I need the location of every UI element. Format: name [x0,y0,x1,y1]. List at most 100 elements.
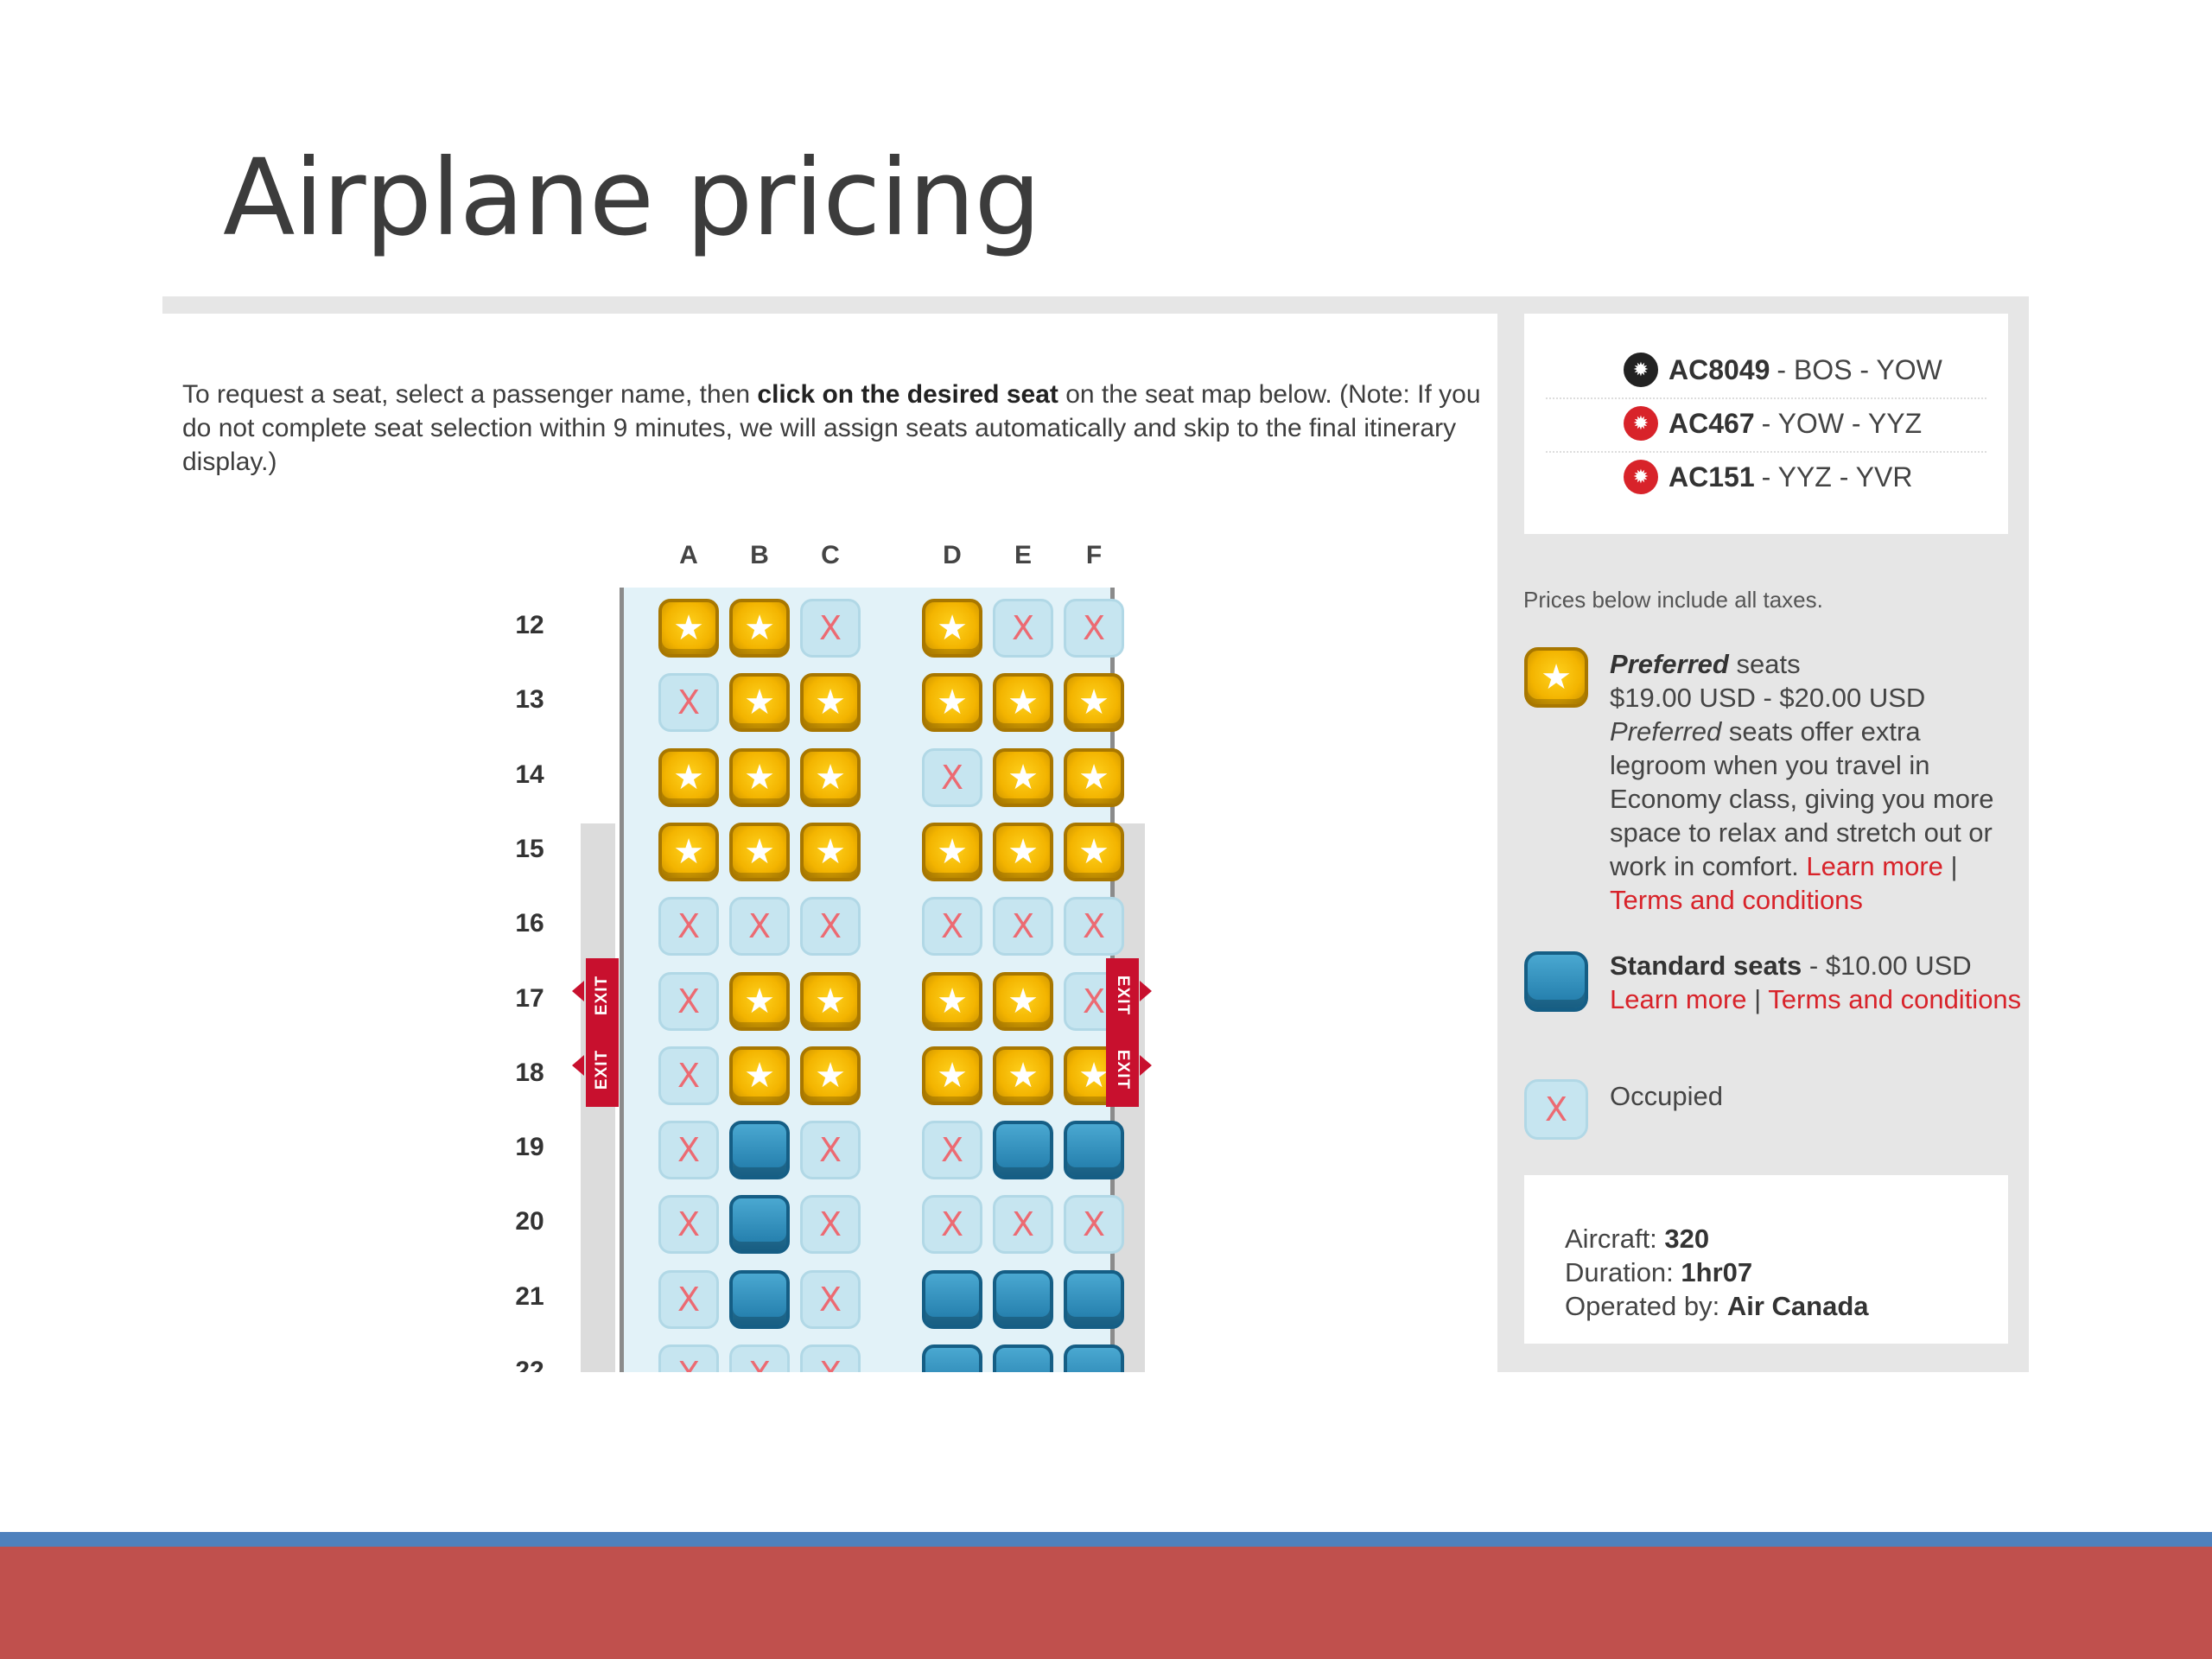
seat-22f-standard[interactable] [1064,1344,1124,1372]
slide-title: Airplane pricing [223,137,1041,259]
exit-label: EXIT [1114,975,1133,1016]
seat-13d-preferred[interactable] [922,673,982,732]
seat-19e-standard[interactable] [993,1121,1053,1179]
row-number: 21 [515,1282,544,1311]
exit-sign-right-17: EXIT [1106,958,1139,1033]
seat-17b-preferred[interactable] [729,972,790,1031]
standard-terms-link[interactable]: Terms and conditions [1768,984,2022,1014]
instructions-bold: click on the desired seat [757,380,1058,409]
seat-22b-occupied [729,1344,790,1372]
seat-13e-preferred[interactable] [993,673,1053,732]
seat-selection-screenshot: To request a seat, select a passenger na… [162,296,2029,1372]
seat-14c-preferred[interactable] [800,748,861,807]
duration-value: 1hr07 [1681,1257,1753,1287]
flight-route: - BOS - YOW [1777,353,1942,385]
seat-column-headers: A B C D E F [162,541,1497,575]
column-letter-d: D [943,541,962,569]
seat-22d-standard[interactable] [922,1344,982,1372]
seat-14f-preferred[interactable] [1064,748,1124,807]
flight-segment-ac8049[interactable]: ✹ AC8049 - BOS - YOW [1624,348,1942,391]
exit-arrow-left-18 [572,1055,584,1076]
seat-14d-occupied [922,748,982,807]
preferred-seat-legend-icon [1524,647,1588,708]
maple-leaf-icon: ✹ [1624,406,1658,441]
seat-12b-preferred[interactable] [729,599,790,658]
seat-15d-preferred[interactable] [922,823,982,881]
preferred-learn-more-link[interactable]: Learn more [1806,851,1943,881]
seat-19c-occupied [800,1121,861,1179]
row-number: 13 [515,685,544,714]
maple-leaf-icon: ✹ [1624,353,1658,387]
instructions-part2: on the seat map below. (Note: If you do … [182,380,1481,476]
seat-22e-standard[interactable] [993,1344,1053,1372]
seat-instructions: To request a seat, select a passenger na… [182,378,1496,479]
seat-16c-occupied [800,897,861,956]
row-number: 15 [515,835,544,863]
seat-12d-preferred[interactable] [922,599,982,658]
seat-15a-preferred[interactable] [658,823,719,881]
preferred-description: seats offer extra legroom when you trave… [1610,716,1994,881]
seat-22c-occupied [800,1344,861,1372]
flight-route: - YYZ - YVR [1761,461,1913,493]
seat-18d-preferred[interactable] [922,1046,982,1105]
preferred-terms-link[interactable]: Terms and conditions [1610,885,1863,915]
column-letter-e: E [1014,541,1032,569]
flight-segment-ac151[interactable]: ✹ AC151 - YYZ - YVR [1624,455,1912,499]
flight-divider [1546,451,1986,453]
seat-14b-preferred[interactable] [729,748,790,807]
seat-12c-occupied [800,599,861,658]
duration-line: Duration: 1hr07 [1565,1257,1752,1288]
exit-sign-right-18: EXIT [1106,1033,1139,1107]
seat-20f-occupied [1064,1195,1124,1254]
seat-19a-occupied [658,1121,719,1179]
seat-17e-preferred[interactable] [993,972,1053,1031]
flight-segment-ac467[interactable]: ✹ AC467 - YOW - YYZ [1624,402,1922,445]
exit-label: EXIT [593,1049,612,1090]
row-number: 14 [515,760,544,789]
seat-18e-preferred[interactable] [993,1046,1053,1105]
seat-17c-preferred[interactable] [800,972,861,1031]
seat-18c-preferred[interactable] [800,1046,861,1105]
seat-16d-occupied [922,897,982,956]
seat-17d-preferred[interactable] [922,972,982,1031]
seat-19b-standard[interactable] [729,1121,790,1179]
seat-13b-preferred[interactable] [729,673,790,732]
seat-15c-preferred[interactable] [800,823,861,881]
seat-16e-occupied [993,897,1053,956]
exit-sign-left-17: EXIT [586,958,619,1033]
duration-label: Duration: [1565,1257,1681,1287]
seat-21b-standard[interactable] [729,1270,790,1329]
exit-label: EXIT [593,975,612,1016]
seat-15b-preferred[interactable] [729,823,790,881]
flight-code: AC151 [1669,461,1755,493]
preferred-price: $19.00 USD - $20.00 USD [1610,683,1926,713]
seat-13f-preferred[interactable] [1064,673,1124,732]
seat-20e-occupied [993,1195,1053,1254]
exit-sign-left-18: EXIT [586,1033,619,1107]
seat-16a-occupied [658,897,719,956]
standard-learn-more-link[interactable]: Learn more [1610,984,1747,1014]
standard-title: Standard seats [1610,950,1802,981]
seat-21f-standard[interactable] [1064,1270,1124,1329]
instructions-part1: To request a seat, select a passenger na… [182,380,758,409]
seat-20b-standard[interactable] [729,1195,790,1254]
seat-19f-standard[interactable] [1064,1121,1124,1179]
seat-15e-preferred[interactable] [993,823,1053,881]
aircraft-label: Aircraft: [1565,1224,1665,1254]
column-letter-c: C [821,541,840,569]
seat-14a-preferred[interactable] [658,748,719,807]
seat-21e-standard[interactable] [993,1270,1053,1329]
seat-20d-occupied [922,1195,982,1254]
seat-12a-preferred[interactable] [658,599,719,658]
seat-map-panel: To request a seat, select a passenger na… [162,314,1497,1372]
row-number: 19 [515,1133,544,1161]
seat-21d-standard[interactable] [922,1270,982,1329]
seat-20a-occupied [658,1195,719,1254]
seat-14e-preferred[interactable] [993,748,1053,807]
column-letter-b: B [750,541,769,569]
seat-18b-preferred[interactable] [729,1046,790,1105]
seat-15f-preferred[interactable] [1064,823,1124,881]
operated-value: Air Canada [1726,1291,1869,1321]
link-separator: | [1942,851,1958,881]
seat-13c-preferred[interactable] [800,673,861,732]
